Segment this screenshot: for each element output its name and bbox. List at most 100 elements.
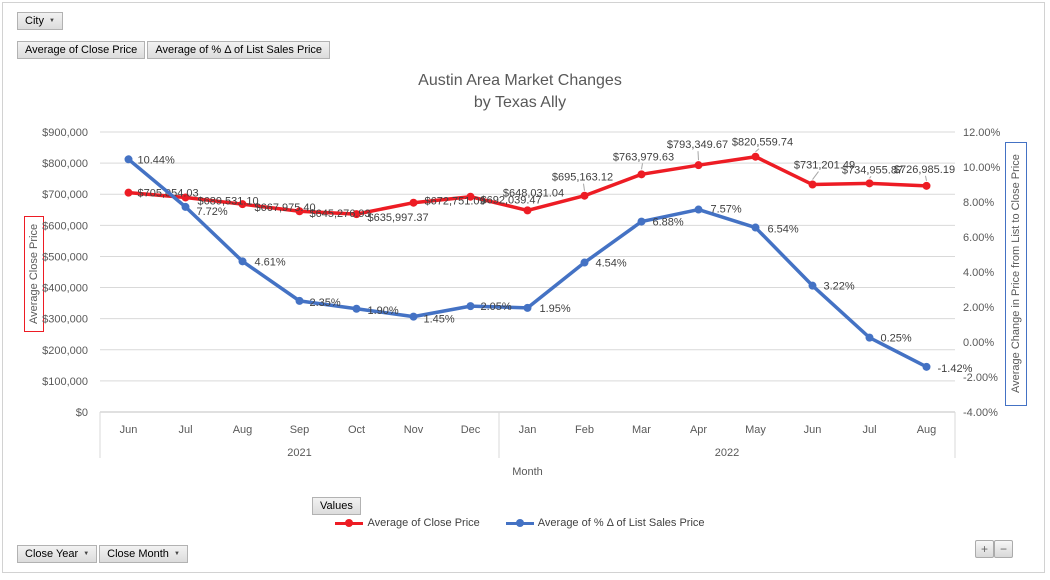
data-point-marker[interactable]: [466, 302, 475, 311]
data-label: $763,979.63: [613, 151, 674, 163]
data-point-marker[interactable]: [238, 257, 247, 266]
left-axis-tick: $200,000: [42, 345, 88, 357]
field-button-close-price[interactable]: Average of Close Price: [17, 41, 146, 59]
data-label: 3.22%: [824, 281, 855, 293]
data-point-marker[interactable]: [865, 333, 874, 342]
month-tick-label: May: [745, 424, 766, 436]
blue-line-marker-icon: [505, 521, 534, 525]
data-label: 6.54%: [768, 224, 799, 236]
close-month-button[interactable]: Close Month ▼: [99, 545, 188, 563]
data-point-marker[interactable]: [295, 207, 304, 216]
field-button-pct-delta[interactable]: Average of % Δ of List Sales Price: [147, 41, 331, 59]
data-point-marker[interactable]: [637, 217, 646, 226]
data-point-marker[interactable]: [352, 304, 361, 313]
chevron-down-icon: ▼: [83, 551, 90, 557]
data-label: $672,751.09: [425, 196, 486, 208]
data-point-marker[interactable]: [238, 200, 247, 209]
data-point-marker[interactable]: [922, 181, 931, 190]
axis-field-buttons: Close Year ▼ Close Month ▼: [17, 545, 188, 563]
data-point-marker[interactable]: [295, 296, 304, 305]
data-point-marker[interactable]: [124, 155, 133, 164]
data-point-marker[interactable]: [808, 281, 817, 290]
data-label: $793,349.67: [667, 139, 728, 151]
label-leader-line: [583, 183, 585, 191]
data-point-marker[interactable]: [409, 198, 418, 207]
data-label: $689,531.10: [198, 195, 259, 207]
right-axis-tick: 12.00%: [963, 127, 1001, 139]
month-tick-label: Jan: [519, 424, 537, 436]
data-label: 1.45%: [424, 314, 455, 326]
close-year-button[interactable]: Close Year ▼: [17, 545, 98, 563]
collapse-field-button[interactable]: −: [994, 540, 1013, 558]
right-axis-tick: -4.00%: [963, 407, 998, 419]
legend-label-pct-delta: Average of % Δ of List Sales Price: [537, 517, 705, 529]
data-label: $734,955.87: [842, 164, 903, 176]
chart-legend: Average of Close Price Average of % Δ of…: [0, 517, 1040, 529]
data-point-marker[interactable]: [694, 205, 703, 214]
right-axis-tick: 4.00%: [963, 267, 994, 279]
left-axis-tick: $500,000: [42, 251, 88, 263]
data-point-marker[interactable]: [181, 193, 190, 202]
month-tick-label: Sep: [290, 424, 310, 436]
left-axis-tick: $700,000: [42, 189, 88, 201]
data-point-marker[interactable]: [580, 258, 589, 267]
month-tick-label: Apr: [690, 424, 707, 436]
close-month-label: Close Month: [107, 548, 169, 560]
data-label: 4.61%: [255, 256, 286, 268]
data-point-marker[interactable]: [751, 152, 760, 161]
city-filter-button[interactable]: City ▼: [17, 12, 63, 30]
right-axis-tick: 8.00%: [963, 197, 994, 209]
data-label: $731,201.49: [794, 160, 855, 172]
data-point-marker[interactable]: [808, 180, 817, 189]
data-point-marker[interactable]: [865, 179, 874, 188]
data-point-marker[interactable]: [523, 206, 532, 215]
data-label: -1.42%: [938, 363, 973, 375]
legend-label-close-price: Average of Close Price: [367, 517, 480, 529]
year-group-label: 2022: [715, 447, 739, 459]
chart-title-line2: by Texas Ally: [473, 94, 567, 111]
left-axis-tick: $800,000: [42, 158, 88, 170]
data-point-marker[interactable]: [751, 223, 760, 232]
legend-item-close-price[interactable]: Average of Close Price: [335, 517, 480, 529]
right-axis-tick: 6.00%: [963, 232, 994, 244]
values-legend-button[interactable]: Values: [312, 497, 361, 515]
data-label: 1.90%: [368, 305, 399, 317]
city-filter-label: City: [25, 15, 44, 27]
data-label: 2.35%: [310, 297, 341, 309]
data-label: 10.44%: [138, 154, 176, 166]
legend-item-pct-delta[interactable]: Average of % Δ of List Sales Price: [505, 517, 705, 529]
data-label: $692,039.47: [481, 195, 542, 207]
data-point-marker[interactable]: [352, 210, 361, 219]
month-tick-label: Jun: [120, 424, 138, 436]
month-tick-label: Oct: [348, 424, 365, 436]
data-point-marker[interactable]: [409, 312, 418, 321]
month-tick-label: Jul: [862, 424, 876, 436]
data-label: 2.05%: [481, 301, 512, 313]
month-tick-label: Nov: [404, 424, 424, 436]
data-label: $645,276.93: [310, 208, 371, 220]
data-point-marker[interactable]: [694, 161, 703, 170]
label-leader-line: [925, 175, 927, 181]
month-tick-label: Aug: [233, 424, 253, 436]
data-point-marker[interactable]: [637, 170, 646, 179]
chevron-down-icon: ▼: [173, 551, 180, 557]
left-axis-tick: $100,000: [42, 376, 88, 388]
x-axis-title: Month: [512, 466, 543, 478]
data-label: $695,163.12: [552, 172, 613, 184]
data-point-marker[interactable]: [922, 362, 931, 371]
month-tick-label: Feb: [575, 424, 594, 436]
data-point-marker[interactable]: [181, 202, 190, 211]
label-leader-line: [812, 171, 819, 180]
right-axis-tick: -2.00%: [963, 372, 998, 384]
data-label: $820,559.74: [732, 137, 793, 149]
data-point-marker[interactable]: [580, 191, 589, 200]
expand-field-button[interactable]: +: [975, 540, 994, 558]
data-point-marker[interactable]: [523, 303, 532, 312]
data-point-marker[interactable]: [466, 192, 475, 201]
data-label: 0.25%: [881, 333, 912, 345]
label-leader-line: [869, 176, 872, 179]
data-point-marker[interactable]: [124, 188, 133, 197]
label-leader-line: [697, 151, 699, 161]
left-axis-tick: $0: [76, 407, 88, 419]
